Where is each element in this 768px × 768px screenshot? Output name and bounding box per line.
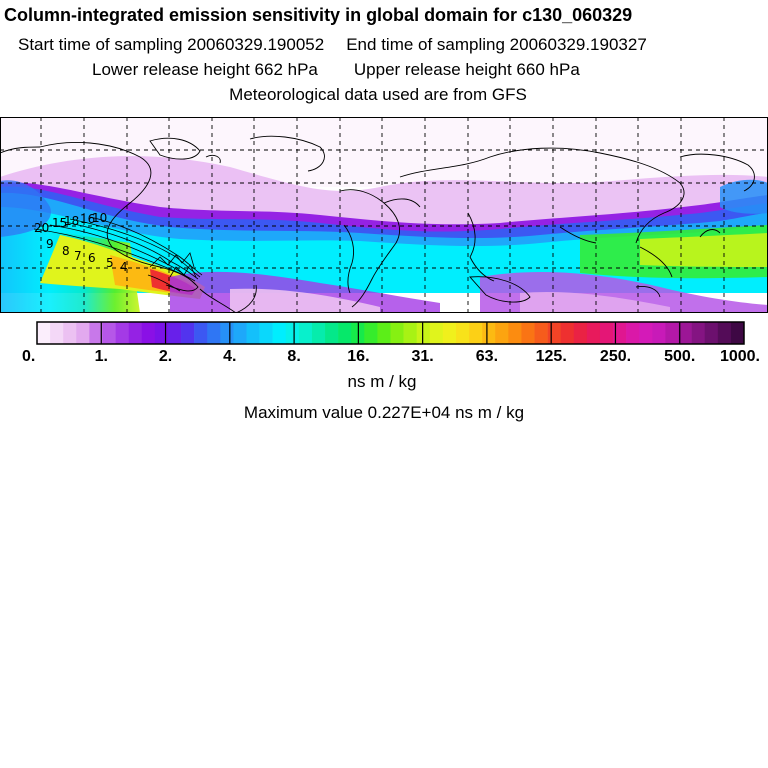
colorbar-tick-label: 250. [600,348,631,365]
colorbar-cell [311,322,326,344]
colorbar-cell [194,322,208,344]
colorbar-cell [639,322,653,344]
contour-label: 9 [46,237,54,251]
contour-label: 18 [64,214,79,228]
colorbar-cell [704,322,719,344]
colorbar-cell [377,322,391,344]
colorbar-cell [416,322,431,344]
colorbar-cell [469,322,483,344]
colorbar-tick-label: 1. [95,348,108,365]
colorbar-cell [442,322,457,344]
contour-label: 6 [88,251,96,265]
contour-label: 5 [106,256,114,270]
colorbar-cell [508,322,522,344]
colorbar-cell [76,322,90,344]
end-time-text: End time of sampling 20060329.190327 [346,35,647,54]
met-data-text: Meteorological data used are from GFS [229,85,527,104]
plot-title: Column-integrated emission sensitivity i… [4,5,633,25]
colorbar-cell [181,322,195,344]
colorbar-cell [325,322,339,344]
contour-label: 8 [62,244,70,258]
colorbar-cell [338,322,352,344]
colorbar-cell [482,322,496,344]
colorbar-units: ns m / kg [347,372,417,391]
colorbar-cell [102,322,116,344]
colorbar-cell [403,322,417,344]
colorbar: 0. 1. 2. 4. 8. 16. 31. 63. 125. 250. 500. 1000. [22,321,760,365]
colorbar-labels: 0. 1. 2. 4. 8. 16. 31. 63. 125. 250. 500. 1000. [22,348,760,365]
colorbar-tick-label: 125. [536,348,567,365]
colorbar-cell [285,322,300,344]
coastlines [0,135,755,313]
colorbar-cell [691,322,706,344]
colorbar-cell [547,322,561,344]
colorbar-cell [678,322,692,344]
upper-release-text: Upper release height 660 hPa [353,60,580,79]
contour-label: 4 [120,260,128,274]
colorbar-cell [390,322,404,344]
lower-release-text: Lower release height 662 hPa [92,60,318,79]
colorbar-cell [50,322,64,344]
colorbar-cell [730,322,745,344]
lat-lon-grid [0,117,768,313]
map-field [0,117,768,313]
colorbar-cell [220,322,234,344]
maximum-value-text: Maximum value 0.227E+04 ns m / kg [243,403,525,422]
colorbar-cell [167,322,182,344]
colorbar-tick-label: 8. [287,348,300,365]
contour-label: 7 [74,249,82,263]
colorbar-cell [154,322,169,344]
colorbar-tick-label: 500. [664,348,695,365]
colorbar-cell [259,322,273,344]
colorbar-cell [246,322,260,344]
colorbar-cell [89,322,103,344]
colorbar-tick-label: 2. [159,348,172,365]
colorbar-cell [534,322,548,344]
colorbar-cell [429,322,444,344]
contour-label: 10 [92,211,107,225]
colorbar-cell [233,322,247,344]
colorbar-cell [37,322,51,344]
colorbar-cell [115,322,129,344]
colorbar-cell [364,322,378,344]
trajectory-lines [33,216,203,292]
colorbar-cell [599,322,614,344]
colorbar-cell [652,322,666,344]
colorbar-cells [36,321,745,345]
colorbar-cell [298,322,313,344]
colorbar-tick-label: 31. [411,348,433,365]
colorbar-tick-label: 1000. [720,348,760,365]
colorbar-cell [626,322,640,344]
colorbar-tick-label: 16. [347,348,369,365]
colorbar-frame [36,321,745,345]
colorbar-cell [521,322,535,344]
colorbar-cell [560,322,575,344]
colorbar-cell [272,322,287,344]
colorbar-tick-label: 63. [476,348,498,365]
colorbar-cell [586,322,601,344]
contour-label: 15 [52,216,67,230]
release-heights: Lower release height 662 hPa Upper releas… [92,60,580,80]
colorbar-tick-label: 0. [22,348,35,365]
colorbar-tick-label: 4. [223,348,236,365]
colorbar-cell [665,322,679,344]
contour-label: 20 [34,221,49,235]
sampling-times: Start time of sampling 20060329.190052 En… [18,35,647,55]
start-time-text: Start time of sampling 20060329.190052 [18,35,325,54]
colorbar-cell [613,322,627,344]
contour-label: 16 [80,212,95,226]
colorbar-cell [207,322,221,344]
colorbar-cell [128,322,143,344]
colorbar-cell [495,322,509,344]
colorbar-cell [63,322,77,344]
colorbar-cell [573,322,588,344]
colorbar-cell [141,322,156,344]
colorbar-cell [455,322,470,344]
colorbar-cell [717,322,732,344]
